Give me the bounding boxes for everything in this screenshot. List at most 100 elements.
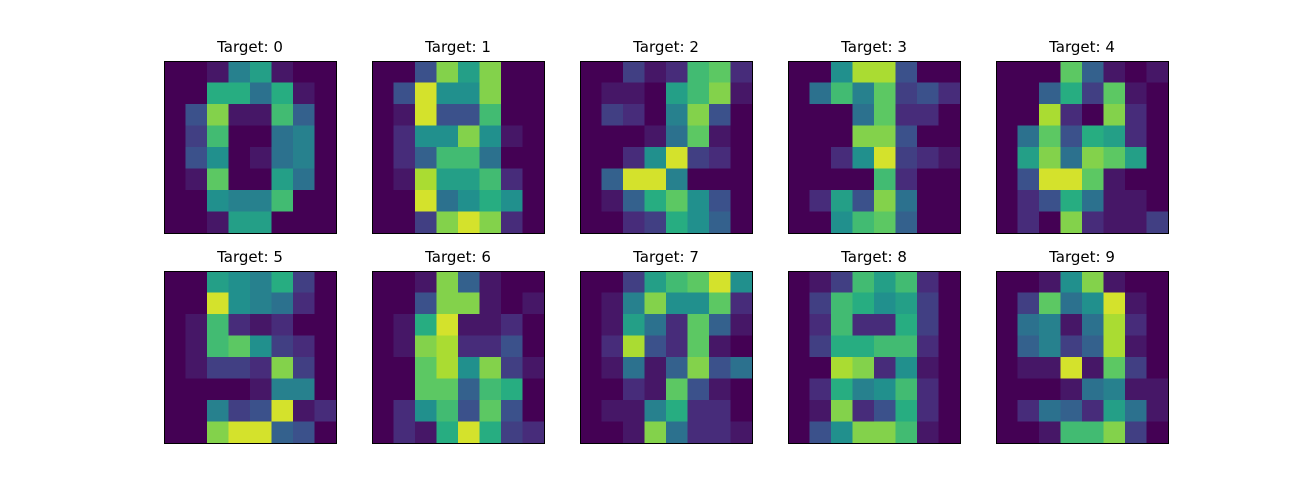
heatmap-cell (996, 190, 1019, 213)
heatmap-cell (1017, 271, 1040, 294)
heatmap-cell (1060, 168, 1083, 191)
heatmap-cell (501, 104, 524, 127)
heatmap-cell (809, 82, 832, 105)
heatmap-cell (164, 82, 187, 105)
heatmap-cell (895, 147, 918, 170)
heatmap-cell (415, 61, 438, 84)
heatmap-cell (1039, 125, 1062, 148)
heatmap-cell (644, 168, 667, 191)
heatmap-cell (479, 82, 502, 105)
heatmap-cell (293, 357, 316, 380)
heatmap-cell (623, 378, 646, 401)
heatmap-cell (314, 271, 337, 294)
heatmap-cell (293, 421, 316, 444)
heatmap-cell (644, 357, 667, 380)
heatmap-cell (687, 147, 710, 170)
heatmap-cell (314, 61, 337, 84)
heatmap-cell (271, 357, 294, 380)
heatmap-cell (393, 104, 416, 127)
heatmap-cell (917, 211, 940, 234)
heatmap-cell (207, 421, 230, 444)
heatmap-cell (666, 147, 689, 170)
heatmap-cell (580, 400, 603, 423)
heatmap-cell (601, 378, 624, 401)
heatmap-cell (644, 335, 667, 358)
heatmap-cell (458, 400, 481, 423)
heatmap-cell (996, 400, 1019, 423)
heatmap-cell (436, 314, 459, 337)
heatmap-cell (644, 190, 667, 213)
panel-title: Target: 2 (632, 38, 699, 56)
heatmap-cell (788, 104, 811, 127)
heatmap-cell (372, 314, 395, 337)
heatmap-cell (874, 421, 897, 444)
heatmap-cell (580, 211, 603, 234)
heatmap-cell (522, 271, 545, 294)
heatmap-cell (852, 400, 875, 423)
heatmap-cell (687, 211, 710, 234)
heatmap-cell (1082, 125, 1105, 148)
heatmap-cell (393, 271, 416, 294)
heatmap-cell (831, 211, 854, 234)
heatmap-cell (1017, 61, 1040, 84)
heatmap-cell (1017, 104, 1040, 127)
heatmap-cell (1103, 357, 1126, 380)
heatmap-cell (874, 168, 897, 191)
heatmap-cell (207, 378, 230, 401)
heatmap-cell (895, 82, 918, 105)
heatmap-cell (436, 104, 459, 127)
heatmap-cell (644, 292, 667, 315)
heatmap-cell (372, 421, 395, 444)
heatmap-cell (1017, 147, 1040, 170)
heatmap-cell (393, 378, 416, 401)
heatmap-cell (1103, 335, 1126, 358)
heatmap-cell (393, 61, 416, 84)
heatmap-cell (228, 400, 251, 423)
heatmap-cell (666, 104, 689, 127)
heatmap-cell (372, 211, 395, 234)
heatmap-cell (666, 335, 689, 358)
heatmap-cell (852, 125, 875, 148)
heatmap-cell (415, 190, 438, 213)
heatmap-cell (895, 125, 918, 148)
heatmap-cell (522, 400, 545, 423)
panel-title: Target: 7 (632, 248, 699, 266)
heatmap-cell (1039, 82, 1062, 105)
heatmap-cell (207, 314, 230, 337)
heatmap-cell (207, 104, 230, 127)
heatmap-cell (228, 357, 251, 380)
heatmap-cell (623, 335, 646, 358)
heatmap-cell (228, 378, 251, 401)
heatmap-cell (1082, 421, 1105, 444)
heatmap-cell (730, 357, 753, 380)
heatmap-cell (458, 168, 481, 191)
heatmap-cell (250, 357, 273, 380)
heatmap-cell (164, 357, 187, 380)
heatmap-cell (164, 400, 187, 423)
heatmap-cell (601, 125, 624, 148)
heatmap-cell (185, 211, 208, 234)
panel-title: Target: 3 (840, 38, 907, 56)
heatmap-cell (709, 400, 732, 423)
panel-frame (996, 271, 1169, 444)
heatmap-cell (479, 61, 502, 84)
heatmap-cell (415, 357, 438, 380)
heatmap-cell (1039, 147, 1062, 170)
heatmap-cell (917, 421, 940, 444)
heatmap-cell (874, 125, 897, 148)
heatmap-cell (1125, 314, 1148, 337)
heatmap-cell (687, 168, 710, 191)
heatmap-cell (644, 211, 667, 234)
heatmap-cell (788, 168, 811, 191)
heatmap-cell (393, 147, 416, 170)
digit-panel-6: Target: 6 (372, 248, 545, 444)
heatmap-cell (164, 211, 187, 234)
heatmap-cell (522, 378, 545, 401)
heatmap-cell (623, 190, 646, 213)
heatmap-cell (938, 190, 961, 213)
heatmap-cell (730, 292, 753, 315)
heatmap-cell (207, 211, 230, 234)
heatmap-cell (1146, 147, 1169, 170)
heatmap-cell (852, 211, 875, 234)
heatmap-cell (393, 421, 416, 444)
